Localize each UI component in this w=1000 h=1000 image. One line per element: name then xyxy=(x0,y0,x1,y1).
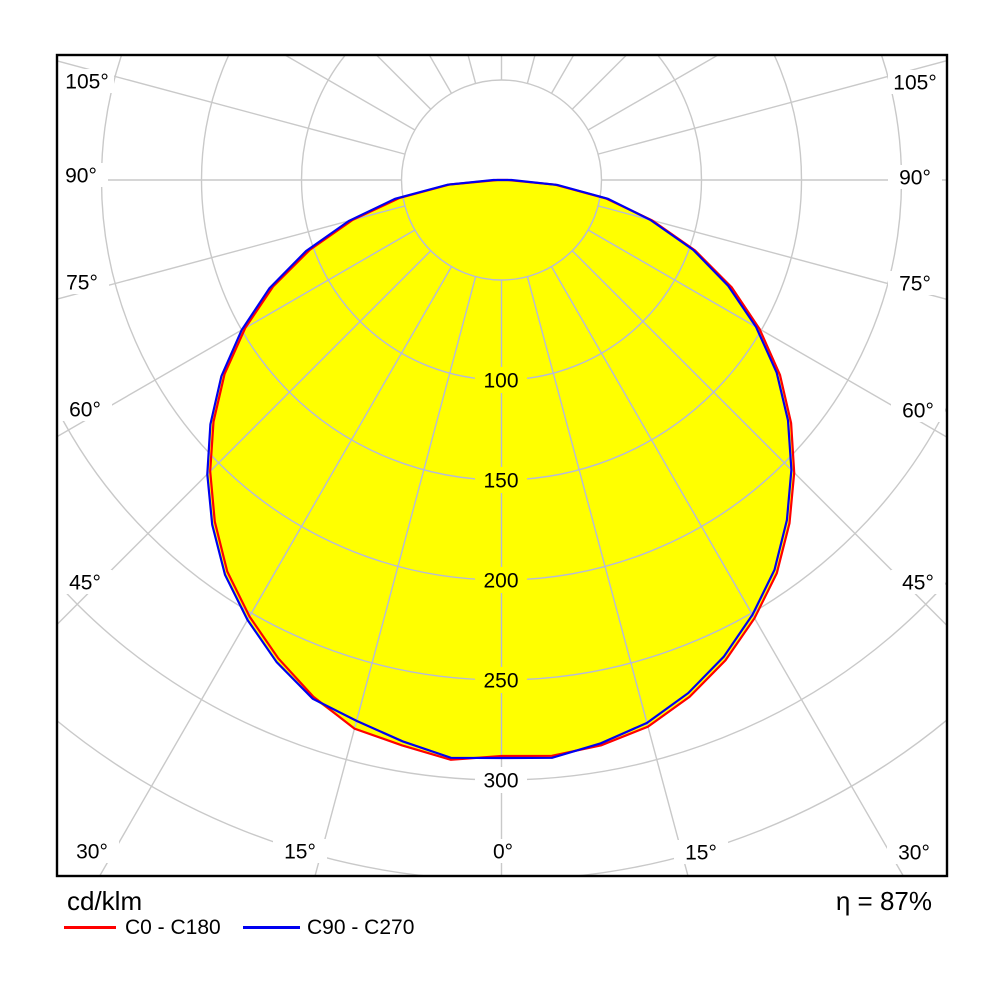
legend-line-c0-c180 xyxy=(64,926,116,929)
curve-c180-c0 xyxy=(209,178,796,761)
legend: C0 - C180 C90 - C270 xyxy=(0,914,1000,944)
angle-label: 15° xyxy=(685,842,717,865)
curve-c270-c90 xyxy=(206,178,793,760)
angle-label-bg xyxy=(891,398,945,422)
radial-tick-label-bg xyxy=(475,667,527,693)
angle-label-bg xyxy=(888,165,942,189)
angle-label: 75° xyxy=(66,272,98,295)
angle-label-bg xyxy=(887,840,941,864)
angle-label: 45° xyxy=(69,572,101,595)
radial-tick-label: 150 xyxy=(483,470,518,493)
angle-label: 0° xyxy=(493,841,513,864)
radial-tick-label: 100 xyxy=(483,370,518,393)
radial-tick-label-bg xyxy=(475,467,527,493)
chart-frame xyxy=(55,53,949,878)
angle-label: 60° xyxy=(69,399,101,422)
efficiency-label: η = 87% xyxy=(835,886,932,916)
angle-label-bg xyxy=(674,840,728,864)
angle-label: 30° xyxy=(898,842,930,865)
angle-label-bg xyxy=(891,570,945,594)
angle-label: 15° xyxy=(284,841,316,864)
angle-label-bg xyxy=(55,270,109,294)
angle-label: 30° xyxy=(76,841,108,864)
angle-label-bg xyxy=(888,271,942,295)
angle-label: 90° xyxy=(899,167,931,190)
angle-label: 60° xyxy=(902,400,934,423)
angle-label-bg xyxy=(54,163,108,187)
radial-tick-label-bg xyxy=(475,767,527,793)
legend-label-c0-c180: C0 - C180 xyxy=(125,916,221,939)
angle-label: 105° xyxy=(65,71,108,94)
angle-label-bg xyxy=(58,397,112,421)
angle-label-bg xyxy=(65,839,119,863)
angle-label: 90° xyxy=(65,165,97,188)
axis-labels: 100 150 200 250 300 105° 90° 75° 60° 45° 105° 90° 75… xyxy=(54,69,945,865)
radial-tick-label-bg xyxy=(475,567,527,593)
angle-label-bg xyxy=(60,69,114,93)
angle-label: 45° xyxy=(902,572,934,595)
radial-tick-label: 250 xyxy=(483,670,518,693)
radial-tick-label: 300 xyxy=(483,770,518,793)
angle-label-bg xyxy=(888,70,942,94)
radial-tick-label: 200 xyxy=(483,570,518,593)
legend-label-c90-c270: C90 - C270 xyxy=(307,916,415,939)
angle-label: 75° xyxy=(899,273,931,296)
radial-tick-label-bg xyxy=(475,367,527,393)
angle-label-bg xyxy=(273,839,327,863)
unit-label: cd/klm xyxy=(67,886,143,916)
angle-label-bg xyxy=(476,839,530,863)
angle-label: 105° xyxy=(893,72,936,95)
legend-line-c90-c270 xyxy=(243,926,300,929)
angle-label-bg xyxy=(58,570,112,594)
